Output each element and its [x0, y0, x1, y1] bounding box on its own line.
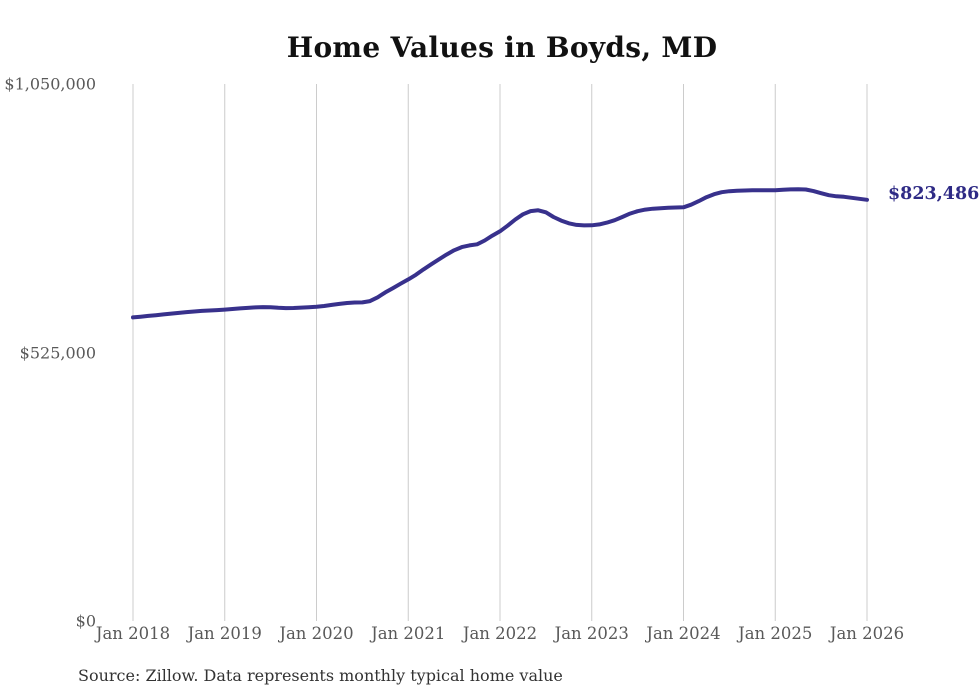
x-tick-label: Jan 2021 — [371, 624, 446, 643]
y-tick-label: $0 — [75, 611, 96, 631]
x-tick-label: Jan 2018 — [95, 624, 171, 643]
x-tick-label: Jan 2019 — [187, 624, 262, 643]
x-tick-label: Jan 2025 — [738, 624, 813, 643]
y-tick-label: $525,000 — [19, 343, 96, 362]
latest-value-label: $823,486 — [888, 184, 980, 204]
series-line — [131, 187, 869, 320]
x-tick-label: Jan 2024 — [646, 624, 721, 643]
x-tick-label: Jan 2023 — [554, 624, 629, 643]
x-tick-label: Jan 2026 — [829, 624, 905, 643]
x-tick-label: Jan 2022 — [462, 624, 538, 643]
y-tick-label: $1,050,000 — [4, 74, 96, 94]
chart-title: Home Values in Boyds, MD — [286, 31, 718, 64]
source-note: Source: Zillow. Data represents monthly … — [78, 666, 563, 685]
x-tick-label: Jan 2020 — [279, 624, 354, 643]
